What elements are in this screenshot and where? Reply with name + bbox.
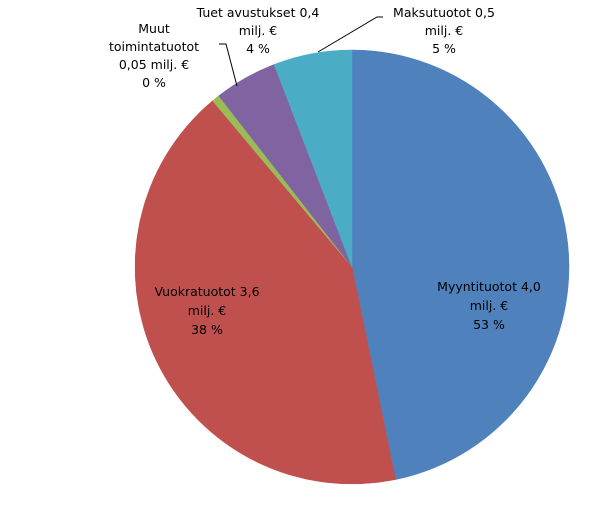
data-labels-layer: Myyntituotot 4,0 milj. € 53 % Vuokratuotot … bbox=[109, 5, 541, 337]
data-label-line: milj. € bbox=[188, 303, 227, 318]
data-label-line: Myyntituotot 4,0 bbox=[437, 279, 541, 294]
data-label-line: 38 % bbox=[191, 322, 223, 337]
pie-slice-myyntituotot bbox=[351, 49, 570, 480]
data-label-tuet-avustukset: Tuet avustukset 0,4 milj. € 4 % bbox=[196, 5, 320, 56]
data-label-line: 53 % bbox=[473, 317, 505, 332]
data-label-line: milj. € bbox=[239, 23, 278, 38]
leader-line-muut-toimintatuotot bbox=[219, 43, 238, 87]
data-label-muut-toimintatuotot: Muut toimintatuotot 0,05 milj. € 0 % bbox=[109, 21, 199, 90]
data-label-line: 5 % bbox=[432, 41, 456, 56]
data-label-line: 4 % bbox=[246, 41, 270, 56]
leader-line-maksutuotot bbox=[317, 16, 383, 53]
data-label-line: toimintatuotot bbox=[109, 39, 199, 54]
data-label-line: Maksutuotot 0,5 bbox=[393, 5, 495, 20]
data-label-line: milj. € bbox=[425, 23, 464, 38]
pie-slice-vuokratuotot bbox=[134, 100, 396, 485]
data-label-vuokratuotot: Vuokratuotot 3,6 milj. € 38 % bbox=[154, 284, 259, 337]
leader-lines-layer bbox=[219, 16, 383, 87]
data-label-line: 0,05 milj. € bbox=[119, 57, 189, 72]
data-label-myyntituotot: Myyntituotot 4,0 milj. € 53 % bbox=[437, 279, 541, 332]
data-label-maksutuotot: Maksutuotot 0,5 milj. € 5 % bbox=[393, 5, 495, 56]
data-label-line: milj. € bbox=[470, 298, 509, 313]
data-label-line: Muut bbox=[138, 21, 170, 36]
slices-layer bbox=[134, 49, 570, 485]
data-label-line: 0 % bbox=[142, 75, 166, 90]
data-label-line: Tuet avustukset 0,4 bbox=[196, 5, 320, 20]
pie-slice-maksutuotot bbox=[273, 49, 353, 268]
data-label-line: Vuokratuotot 3,6 bbox=[154, 284, 259, 299]
